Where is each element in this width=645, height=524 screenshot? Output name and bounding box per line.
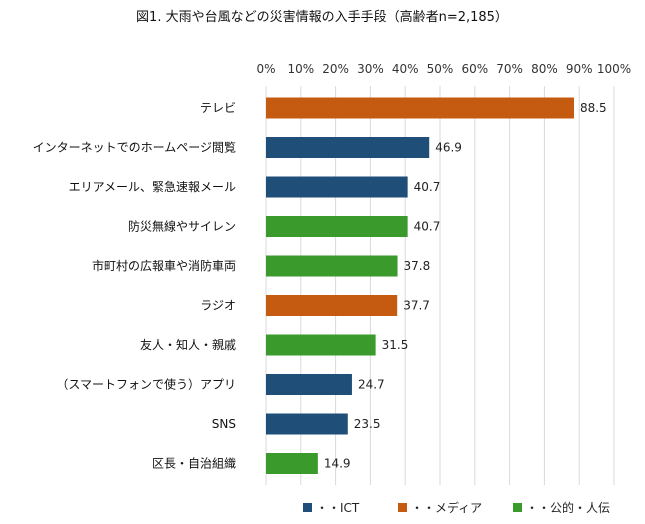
category-label: 友人・知人・親戚 bbox=[140, 338, 236, 352]
category-label: ラジオ bbox=[200, 299, 236, 313]
value-labels: 88.5 46.9 40.7 40.7 37.8 37.7 31.5 24.7 23.5 14.9 bbox=[324, 101, 607, 471]
bar bbox=[266, 453, 318, 474]
x-tick-label: 10% bbox=[287, 62, 314, 76]
bars bbox=[266, 97, 574, 474]
legend: ・・ICT ・・メディア ・・公的・人伝 bbox=[303, 500, 610, 515]
value-label: 46.9 bbox=[435, 141, 462, 155]
bar bbox=[266, 334, 376, 356]
bar bbox=[266, 216, 408, 237]
legend-label: ・・ICT bbox=[316, 501, 360, 515]
value-label: 88.5 bbox=[580, 101, 607, 115]
legend-swatch bbox=[303, 503, 312, 512]
category-label: 区長・自治組織 bbox=[152, 457, 236, 471]
x-tick-label: 70% bbox=[496, 62, 523, 76]
category-labels: テレビインターネットでのホームページ閲覧エリアメール、緊急速報メール防災無線やサ… bbox=[33, 101, 236, 471]
value-label: 31.5 bbox=[382, 338, 409, 352]
value-label: 37.8 bbox=[404, 259, 431, 273]
legend-swatch bbox=[398, 503, 407, 512]
value-label: 23.5 bbox=[354, 417, 381, 431]
value-label: 37.7 bbox=[403, 299, 430, 313]
bar bbox=[266, 137, 430, 158]
x-tick-label: 100% bbox=[597, 62, 631, 76]
category-label: エリアメール、緊急速報メール bbox=[69, 179, 236, 194]
category-label: （スマートフォンで使う）アプリ bbox=[56, 377, 236, 392]
legend-swatch bbox=[513, 503, 522, 512]
x-tick-label: 40% bbox=[392, 62, 419, 76]
value-label: 24.7 bbox=[358, 378, 385, 392]
category-label: SNS bbox=[212, 417, 236, 431]
category-label: 防災無線やサイレン bbox=[128, 219, 236, 234]
bar bbox=[266, 295, 398, 316]
bar bbox=[266, 255, 398, 277]
x-tick-label: 30% bbox=[357, 62, 384, 76]
x-tick-label: 80% bbox=[531, 62, 558, 76]
bar bbox=[266, 97, 574, 119]
x-axis-ticks: 0% 10% 20% 30% 40% 50% 60% 70% 80% 90% 100% bbox=[256, 62, 631, 76]
category-label: インターネットでのホームページ閲覧 bbox=[33, 141, 236, 155]
x-tick-label: 50% bbox=[427, 62, 454, 76]
x-tick-label: 20% bbox=[322, 62, 349, 76]
value-label: 40.7 bbox=[414, 220, 441, 234]
value-label: 14.9 bbox=[324, 457, 351, 471]
legend-label: ・・公的・人伝 bbox=[526, 500, 610, 515]
chart-title: 図1. 大雨や台風などの災害情報の入手手段（高齢者n=2,185） bbox=[136, 9, 508, 25]
legend-label: ・・メディア bbox=[411, 500, 482, 515]
category-label: テレビ bbox=[200, 101, 236, 115]
value-label: 40.7 bbox=[414, 180, 441, 194]
x-tick-label: 90% bbox=[566, 62, 593, 76]
bar bbox=[266, 176, 408, 198]
x-tick-label: 60% bbox=[461, 62, 488, 76]
x-tick-label: 0% bbox=[256, 62, 275, 76]
bar bbox=[266, 413, 348, 435]
category-label: 市町村の広報車や消防車両 bbox=[92, 258, 236, 273]
bar bbox=[266, 374, 352, 395]
